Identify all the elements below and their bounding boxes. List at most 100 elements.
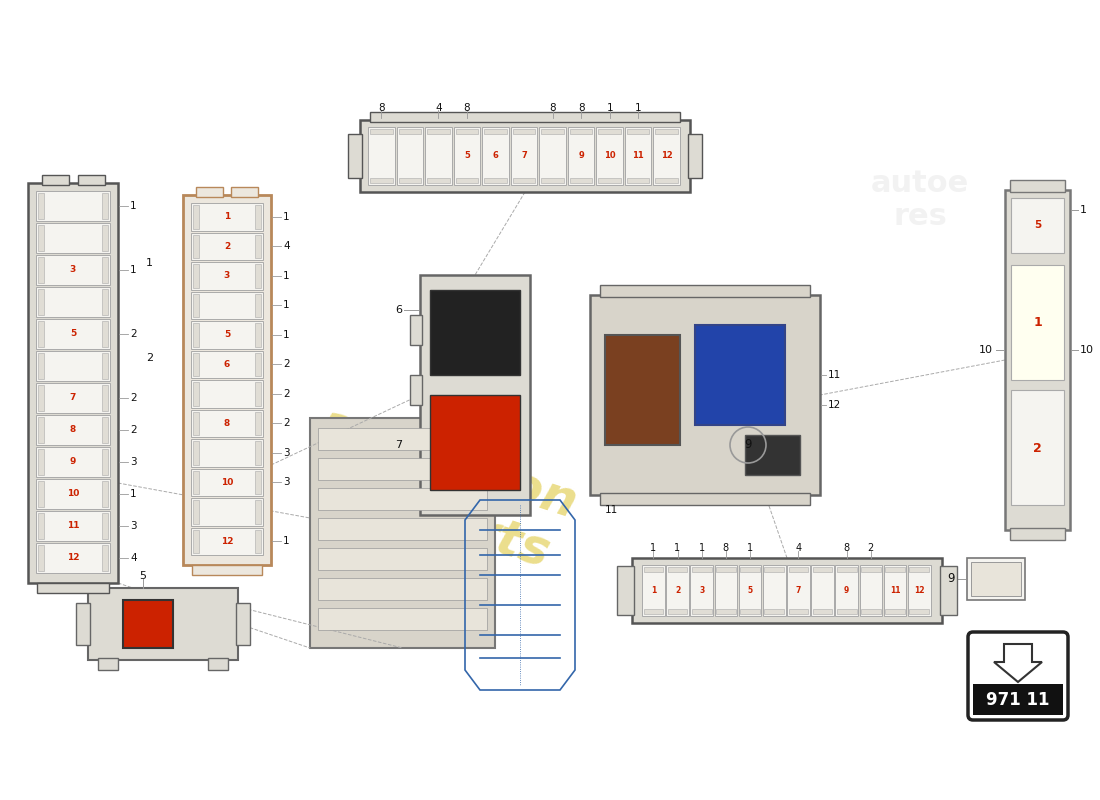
Bar xyxy=(861,609,881,614)
Bar xyxy=(310,418,495,648)
Bar xyxy=(102,545,108,571)
Bar xyxy=(102,193,108,219)
Bar xyxy=(1005,190,1070,530)
Bar xyxy=(656,178,678,183)
Bar xyxy=(398,129,421,134)
Text: 2: 2 xyxy=(130,425,136,435)
Bar xyxy=(191,498,263,526)
Bar xyxy=(255,500,261,523)
Text: 6: 6 xyxy=(395,305,402,315)
Bar xyxy=(39,257,44,283)
Text: 3: 3 xyxy=(698,586,704,595)
Bar xyxy=(192,441,199,465)
Bar xyxy=(191,439,263,466)
Bar xyxy=(255,411,261,435)
Bar xyxy=(102,481,108,507)
Text: 5: 5 xyxy=(224,330,230,339)
Bar xyxy=(208,658,228,670)
Text: 12: 12 xyxy=(828,400,842,410)
Text: 8: 8 xyxy=(463,103,470,113)
Text: 8: 8 xyxy=(549,103,556,113)
Bar xyxy=(255,234,261,258)
Bar xyxy=(764,567,784,572)
Text: 2: 2 xyxy=(283,359,289,370)
Text: 11: 11 xyxy=(632,151,645,161)
Text: 1: 1 xyxy=(674,543,681,553)
FancyBboxPatch shape xyxy=(968,632,1068,720)
Text: 1: 1 xyxy=(650,543,657,553)
Bar xyxy=(668,609,688,614)
Text: 12: 12 xyxy=(221,537,233,546)
Bar xyxy=(28,183,118,583)
Bar xyxy=(1010,180,1065,192)
Bar xyxy=(255,382,261,406)
Text: 2: 2 xyxy=(146,353,153,363)
Text: 2: 2 xyxy=(675,586,680,595)
Text: 6: 6 xyxy=(224,360,230,369)
Bar xyxy=(102,417,108,443)
Bar xyxy=(191,233,263,260)
Text: 7: 7 xyxy=(69,394,76,402)
Bar xyxy=(410,375,422,405)
Text: 8: 8 xyxy=(723,543,729,553)
Bar xyxy=(644,609,663,614)
Bar xyxy=(513,129,536,134)
Text: 1: 1 xyxy=(146,258,153,268)
Bar xyxy=(36,255,110,285)
Text: 1: 1 xyxy=(1033,317,1042,330)
Bar xyxy=(482,127,508,185)
Bar xyxy=(859,565,882,616)
Text: 10: 10 xyxy=(1080,345,1094,355)
Bar xyxy=(192,470,199,494)
Text: 1: 1 xyxy=(747,543,754,553)
Text: 7: 7 xyxy=(795,586,801,595)
Bar xyxy=(192,294,199,317)
Bar xyxy=(191,469,263,496)
Bar xyxy=(39,321,44,347)
Bar xyxy=(318,518,487,540)
Text: 1: 1 xyxy=(1080,205,1087,215)
Text: 8: 8 xyxy=(578,103,584,113)
Bar xyxy=(715,565,737,616)
Text: 10: 10 xyxy=(604,151,615,161)
Bar xyxy=(786,565,810,616)
Text: 8: 8 xyxy=(844,543,849,553)
Bar xyxy=(39,513,44,539)
Bar xyxy=(600,285,810,297)
Bar xyxy=(255,441,261,465)
Bar xyxy=(192,382,199,406)
Bar xyxy=(1010,528,1065,540)
Bar xyxy=(39,289,44,315)
Bar xyxy=(36,447,110,477)
Text: 12: 12 xyxy=(914,586,924,595)
Bar xyxy=(716,609,736,614)
Bar xyxy=(420,275,530,515)
Text: 4: 4 xyxy=(130,553,136,563)
Bar xyxy=(632,558,942,623)
Bar xyxy=(370,178,393,183)
Text: 9: 9 xyxy=(947,573,955,586)
Bar xyxy=(510,127,537,185)
Bar xyxy=(410,315,422,345)
Bar xyxy=(36,383,110,413)
Bar xyxy=(236,603,250,645)
Text: 2: 2 xyxy=(224,242,230,250)
Text: 10: 10 xyxy=(979,345,993,355)
Bar xyxy=(255,323,261,346)
Bar xyxy=(76,603,90,645)
Bar xyxy=(1011,390,1064,505)
Bar xyxy=(625,127,651,185)
Text: 2: 2 xyxy=(130,393,136,403)
Text: a passion
for parts: a passion for parts xyxy=(297,399,583,581)
Bar xyxy=(600,493,810,505)
Text: 1: 1 xyxy=(651,586,656,595)
Bar xyxy=(541,129,564,134)
Bar xyxy=(455,178,478,183)
Text: 7: 7 xyxy=(395,440,402,450)
Bar xyxy=(644,567,663,572)
Bar xyxy=(192,500,199,523)
Text: 3: 3 xyxy=(130,457,136,467)
Bar xyxy=(191,565,262,575)
Bar xyxy=(484,178,507,183)
Bar xyxy=(36,511,110,541)
